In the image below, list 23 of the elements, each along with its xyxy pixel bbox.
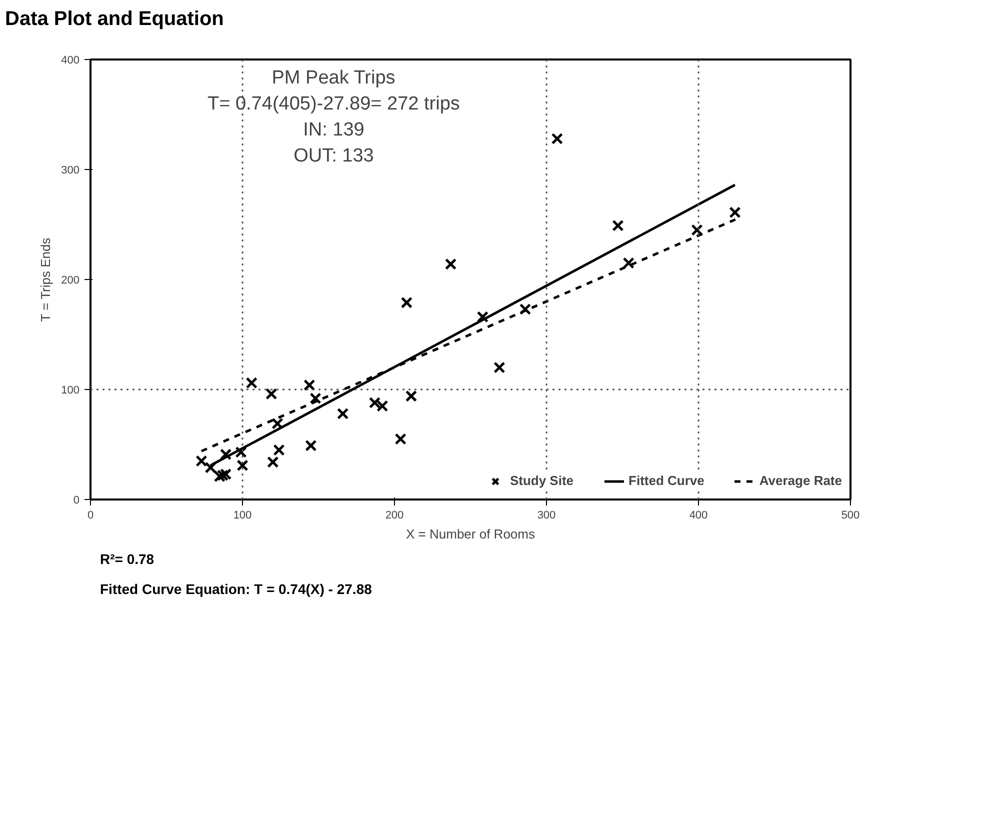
y-tick-label: 0 [73,494,80,506]
x-tick-label: 200 [385,509,404,522]
annotation: IN: 139 [303,119,364,140]
x-tick-label: 100 [233,509,252,522]
x-axis-title: X = Number of Rooms [406,526,536,542]
legend-label: Study Site [510,473,574,488]
y-tick-label: 200 [61,274,80,286]
text: R²= 0.78 [100,550,154,569]
y-tick-label: 400 [61,54,80,66]
chart-title: Data Plot and Equation [5,7,224,32]
annotation: T= 0.74(405)-27.89= 272 trips [207,93,460,114]
x-tick-label: 500 [841,509,860,522]
annotation: OUT: 133 [294,145,374,166]
x-tick-label: 0 [87,509,94,522]
x-tick-label: 400 [689,509,708,522]
y-tick-label: 100 [61,384,80,396]
y-axis-title: T = Trips Ends [38,236,54,322]
y-tick-label: 300 [61,164,80,176]
x-tick-label: 300 [537,509,556,522]
text: Fitted Curve Equation: T = 0.74(X) - 27.88 [100,580,372,599]
legend-label: Average Rate [759,473,842,488]
legend-label: Fitted Curve [628,473,704,488]
annotation: PM Peak Trips [272,67,396,88]
